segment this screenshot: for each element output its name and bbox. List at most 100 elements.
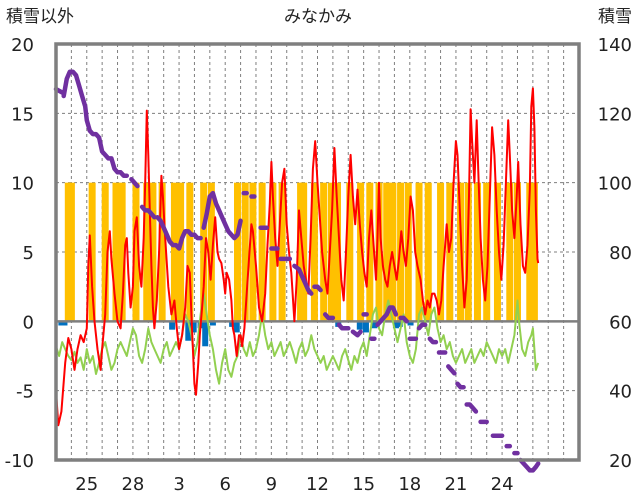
precip-bar bbox=[310, 182, 318, 322]
x-tick-label: 28 bbox=[121, 474, 144, 495]
precip-bar bbox=[483, 182, 491, 322]
precip-bar bbox=[320, 182, 328, 322]
precip-bar bbox=[88, 182, 96, 322]
negative-bar bbox=[371, 321, 378, 329]
series-line-snow-depth bbox=[455, 381, 466, 390]
precip-bar bbox=[506, 182, 514, 322]
precip-bar bbox=[149, 182, 157, 322]
y-axis-ticks: 20 15 10 5 0 -5 -10 140 120 100 80 60 40 20 bbox=[5, 35, 632, 472]
precip-bar bbox=[513, 182, 521, 322]
chart-title: みなかみ bbox=[284, 7, 352, 27]
negative-bar bbox=[407, 321, 414, 326]
series-line-snow-depth bbox=[155, 215, 203, 251]
precip-bar bbox=[300, 182, 308, 322]
series-line-temperature bbox=[55, 87, 540, 427]
right-axis-label: 積雪 bbox=[598, 7, 632, 27]
precip-bar bbox=[200, 182, 208, 322]
left-tick-label: 15 bbox=[11, 104, 34, 125]
negative-bar bbox=[233, 321, 240, 333]
left-axis-label: 積雪以外 bbox=[6, 7, 74, 27]
series-line-snow-depth bbox=[446, 364, 457, 376]
precip-bar bbox=[258, 182, 266, 322]
precip-bar bbox=[241, 182, 249, 322]
left-tick-label: 20 bbox=[11, 35, 34, 56]
precip-bar bbox=[177, 182, 185, 322]
precip-bar bbox=[415, 182, 423, 322]
series-line-snow-depth bbox=[375, 305, 399, 328]
negative-bar bbox=[169, 321, 176, 330]
precip-bar bbox=[424, 182, 432, 322]
series-line-snow-depth bbox=[398, 315, 409, 324]
precip-bar bbox=[404, 182, 412, 322]
precip-bar bbox=[67, 182, 75, 322]
series-line-snow-depth bbox=[129, 176, 140, 189]
precip-bar bbox=[112, 182, 120, 322]
precip-bar bbox=[186, 182, 194, 322]
precip-bar bbox=[118, 182, 126, 322]
precip-bar bbox=[383, 182, 391, 322]
negative-bar bbox=[58, 321, 65, 326]
left-tick-label: 0 bbox=[23, 312, 34, 333]
series-line-snow-depth bbox=[336, 322, 351, 331]
right-tick-label: 140 bbox=[598, 35, 632, 56]
right-tick-label: 20 bbox=[609, 451, 632, 472]
series-layer bbox=[53, 69, 541, 473]
precip-bar bbox=[346, 182, 354, 322]
precip-bar bbox=[207, 182, 215, 322]
right-tick-label: 40 bbox=[609, 382, 632, 403]
x-tick-label: 3 bbox=[173, 474, 184, 495]
precip-bar bbox=[143, 182, 151, 322]
x-tick-label: 21 bbox=[444, 474, 467, 495]
precip-bar bbox=[158, 182, 166, 322]
negative-bar bbox=[356, 321, 363, 330]
x-tick-label: 15 bbox=[352, 474, 375, 495]
negative-bar bbox=[185, 321, 192, 341]
x-tick-label: 9 bbox=[266, 474, 277, 495]
series-line-snow-depth bbox=[427, 336, 439, 345]
negative-bar bbox=[190, 321, 197, 333]
x-axis-ticks: 25 28 3 6 9 12 15 18 21 24 bbox=[75, 474, 513, 495]
x-tick-label: 6 bbox=[219, 474, 230, 495]
series-line-snow-depth bbox=[201, 190, 243, 241]
precip-bar bbox=[357, 182, 365, 322]
series-line-other bbox=[55, 292, 540, 385]
left-tick-label: 5 bbox=[23, 243, 34, 264]
precip-bar bbox=[327, 182, 335, 322]
precip-bar bbox=[170, 182, 178, 322]
precip-bar bbox=[526, 182, 534, 322]
x-tick-label: 24 bbox=[491, 474, 514, 495]
series-line-snow-depth bbox=[464, 402, 479, 414]
precip-bar bbox=[437, 182, 445, 322]
negative-bar bbox=[362, 321, 369, 333]
negative-bar bbox=[396, 321, 403, 327]
negative-bar bbox=[202, 321, 209, 347]
series-line-snow-depth bbox=[292, 263, 314, 296]
precip-bar bbox=[366, 182, 374, 322]
precip-bar bbox=[473, 182, 481, 322]
plot-frame bbox=[54, 42, 581, 462]
series-line-snow-depth bbox=[322, 312, 336, 321]
precip-bar bbox=[278, 182, 286, 322]
right-tick-label: 80 bbox=[609, 243, 632, 264]
series-line-snow-depth bbox=[416, 322, 428, 331]
series-line-snow-depth bbox=[312, 284, 323, 293]
x-tick-label: 18 bbox=[398, 474, 421, 495]
series-line-snow-depth bbox=[61, 69, 130, 178]
right-tick-label: 120 bbox=[598, 104, 632, 125]
left-tick-label: -10 bbox=[5, 451, 34, 472]
precip-bar bbox=[493, 182, 501, 322]
precip-bar bbox=[530, 182, 538, 322]
right-tick-label: 100 bbox=[598, 174, 632, 195]
precip-bar bbox=[101, 182, 109, 322]
precip-bar bbox=[249, 182, 257, 322]
right-tick-label: 60 bbox=[609, 312, 632, 333]
x-tick-label: 25 bbox=[75, 474, 98, 495]
negative-bar bbox=[209, 321, 216, 326]
series-line-snow-depth bbox=[518, 457, 541, 473]
left-tick-label: -5 bbox=[16, 382, 34, 403]
series-line-snow-depth bbox=[139, 204, 157, 220]
x-tick-label: 12 bbox=[306, 474, 329, 495]
precip-bar bbox=[333, 182, 341, 322]
negative-bar bbox=[61, 321, 68, 326]
